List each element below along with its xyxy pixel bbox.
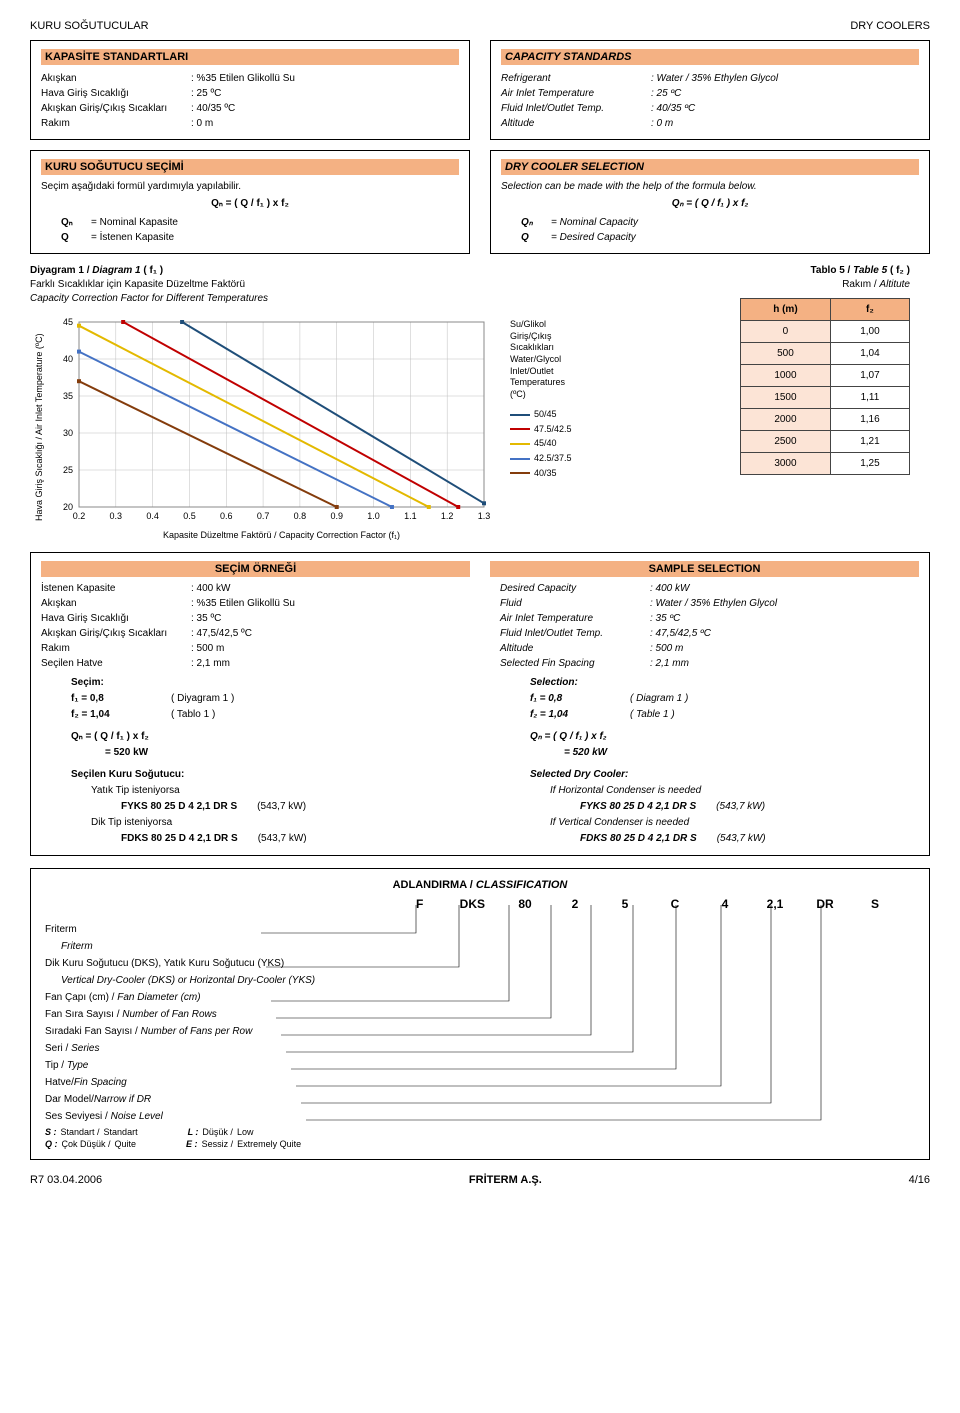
- header-left: KURU SOĞUTUCULAR: [30, 20, 149, 32]
- secim-title-tr: KURU SOĞUTUCU SEÇİMİ: [41, 159, 459, 175]
- svg-text:Kapasite Düzeltme Faktörü / Ca: Kapasite Düzeltme Faktörü / Capacity Cor…: [163, 530, 400, 540]
- secim-title-en: DRY COOLER SELECTION: [501, 159, 919, 175]
- header-right: DRY COOLERS: [850, 20, 930, 32]
- svg-text:1.2: 1.2: [441, 511, 454, 521]
- chart-legend: Su/Glikol Giriş/Çıkış Sıcaklıkları Water…: [510, 319, 572, 482]
- classification-box: ADLANDIRMA / CLASSIFICATION FDKS8025C42,…: [30, 868, 930, 1160]
- footer-left: R7 03.04.2006: [30, 1174, 102, 1186]
- capacity-box-en: CAPACITY STANDARDS Refrigerant: Water / …: [490, 40, 930, 140]
- kapasite-title-tr: KAPASİTE STANDARTLARI: [41, 49, 459, 65]
- svg-text:0.3: 0.3: [110, 511, 123, 521]
- svg-text:20: 20: [63, 502, 73, 512]
- svg-text:0.4: 0.4: [146, 511, 159, 521]
- footer-center: FRİTERM A.Ş.: [469, 1174, 542, 1186]
- chart-svg: 0.2 0.3 0.4 0.5 0.6 0.7 0.8 0.9 1.0 1.1 1.2 1.3 20 25…: [44, 312, 494, 542]
- svg-text:1.3: 1.3: [478, 511, 491, 521]
- example-title-tr: SEÇİM ÖRNEĞİ: [41, 561, 470, 577]
- kapasite-box: KAPASİTE STANDARTLARI Akışkan: %35 Etile…: [30, 40, 470, 140]
- classification-code: FDKS8025C42,1DRS: [45, 897, 915, 911]
- svg-text:40: 40: [63, 354, 73, 364]
- svg-text:0.7: 0.7: [257, 511, 270, 521]
- classification-title: ADLANDIRMA / CLASSIFICATION: [45, 879, 915, 891]
- formula-tr: Qₙ = ( Q / f₁ ) x f₂: [41, 198, 459, 209]
- svg-text:25: 25: [63, 465, 73, 475]
- chart-y-label: Hava Giriş Sıcaklığı / Air Inlet Tempera…: [30, 312, 44, 542]
- kapasite-title-en: CAPACITY STANDARDS: [501, 49, 919, 65]
- svg-text:0.8: 0.8: [294, 511, 307, 521]
- example-title-en: SAMPLE SELECTION: [490, 561, 919, 577]
- diagram-sub-en: Capacity Correction Factor for Different…: [30, 293, 268, 304]
- diagram-sub-tr: Farklı Sıcaklıklar için Kapasite Düzeltm…: [30, 279, 245, 290]
- svg-text:30: 30: [63, 428, 73, 438]
- example-tr: İstenen Kapasite: 400 kWAkışkan: %35 Eti…: [41, 581, 460, 847]
- svg-text:0.9: 0.9: [330, 511, 343, 521]
- table5: Tablo 5 / Table 5 ( f₂ ) Rakım / Altitut…: [650, 264, 910, 542]
- secim-desc-en: Selection can be made with the help of t…: [501, 181, 919, 192]
- diagram1: Diyagram 1 / Diagram 1 ( f₁ ) Farklı Sıc…: [30, 264, 630, 542]
- svg-text:35: 35: [63, 391, 73, 401]
- formula-en: Qₙ = ( Q / f₁ ) x f₂: [501, 198, 919, 209]
- svg-text:45: 45: [63, 317, 73, 327]
- svg-text:0.5: 0.5: [183, 511, 196, 521]
- footer-right: 4/16: [909, 1174, 930, 1186]
- secim-box-en: DRY COOLER SELECTION Selection can be ma…: [490, 150, 930, 254]
- svg-text:1.1: 1.1: [404, 511, 417, 521]
- example-box: SEÇİM ÖRNEĞİ SAMPLE SELECTION İstenen Ka…: [30, 552, 930, 856]
- example-en: Desired Capacity: 400 kWFluid: Water / 3…: [500, 581, 919, 847]
- svg-text:0.6: 0.6: [220, 511, 233, 521]
- diagram-title: Diyagram 1 / Diagram 1 ( f₁ ): [30, 265, 163, 276]
- svg-text:0.2: 0.2: [73, 511, 86, 521]
- secim-desc-tr: Seçim aşağıdaki formül yardımıyla yapıla…: [41, 181, 459, 192]
- secim-box-tr: KURU SOĞUTUCU SEÇİMİ Seçim aşağıdaki for…: [30, 150, 470, 254]
- svg-text:1.0: 1.0: [367, 511, 380, 521]
- altitude-table: h (m)f₂ 01,005001,0410001,0715001,112000…: [740, 298, 910, 475]
